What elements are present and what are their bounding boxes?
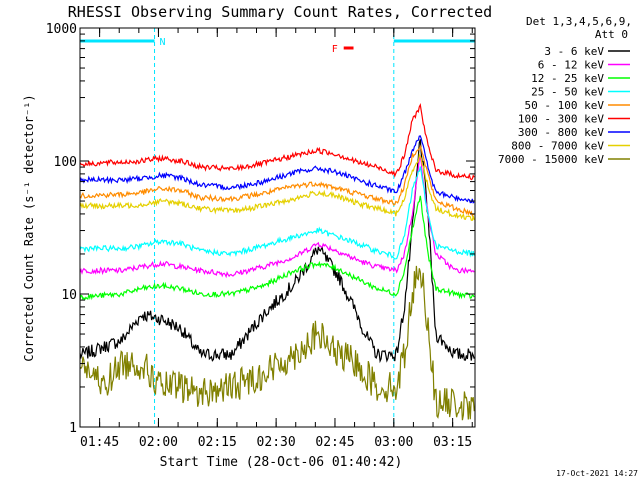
series-line-6-12-kev (79, 154, 475, 279)
series-line-100-300-kev (79, 103, 475, 181)
legend-entry-label: 6 - 12 keV (538, 59, 605, 72)
series-line-25-50-kev (79, 166, 475, 260)
legend-entry-label: 3 - 6 keV (544, 45, 604, 58)
x-tick-label: 02:00 (139, 435, 178, 450)
chart-marks (79, 103, 475, 421)
legend-entry-label: 300 - 800 keV (518, 126, 604, 139)
y-tick-label: 1000 (46, 22, 77, 37)
legend-entry-label: 25 - 50 keV (531, 86, 604, 99)
series-line-50-100-kev (79, 144, 475, 218)
x-tick-label: 02:15 (198, 435, 237, 450)
x-tick-label: 02:30 (257, 435, 296, 450)
y-tick-label: 10 (61, 288, 77, 303)
legend-header: Det 1,3,4,5,6,9, (526, 15, 632, 28)
legend-entry-label: 12 - 25 keV (531, 72, 604, 85)
x-tick-label: 03:15 (433, 435, 472, 450)
legend-header: Att 0 (595, 28, 628, 41)
series-line-800-7000-kev (79, 153, 475, 221)
series-line-300-800-kev (79, 135, 475, 204)
series-line-3-6-kev (79, 139, 475, 364)
chart-axes: 1 10 100 1000 01:45 02:00 02:15 02:30 02:45 03:00… (46, 22, 476, 450)
flare-marker-label: F (332, 44, 338, 55)
y-tick-label: 100 (54, 155, 77, 170)
x-tick-label: 01:45 (80, 435, 119, 450)
y-axis-label: Corrected Count Rate (s⁻¹ detector⁻¹) (22, 94, 36, 361)
y-tick-label: 1 (69, 421, 77, 436)
plot-frame (79, 27, 476, 428)
legend-entry-label: 800 - 7000 keV (511, 140, 604, 153)
legend-entry-label: 7000 - 15000 keV (498, 153, 604, 166)
legend-entry-label: 100 - 300 keV (518, 113, 604, 126)
series-line-12-25-kev (79, 195, 475, 301)
series-line-7000-15000-kev (79, 265, 475, 421)
x-tick-label: 03:00 (374, 435, 413, 450)
plot-area: NF (79, 28, 476, 427)
x-tick-label: 02:45 (315, 435, 354, 450)
footer-timestamp: 17-Oct-2021 14:27 (556, 469, 638, 478)
legend-entry-label: 50 - 100 keV (525, 99, 605, 112)
chart-title: RHESSI Observing Summary Count Rates, Co… (68, 3, 492, 21)
night-marker-label: N (160, 37, 166, 48)
x-axis-label: Start Time (28-Oct-06 01:40:42) (160, 455, 403, 470)
